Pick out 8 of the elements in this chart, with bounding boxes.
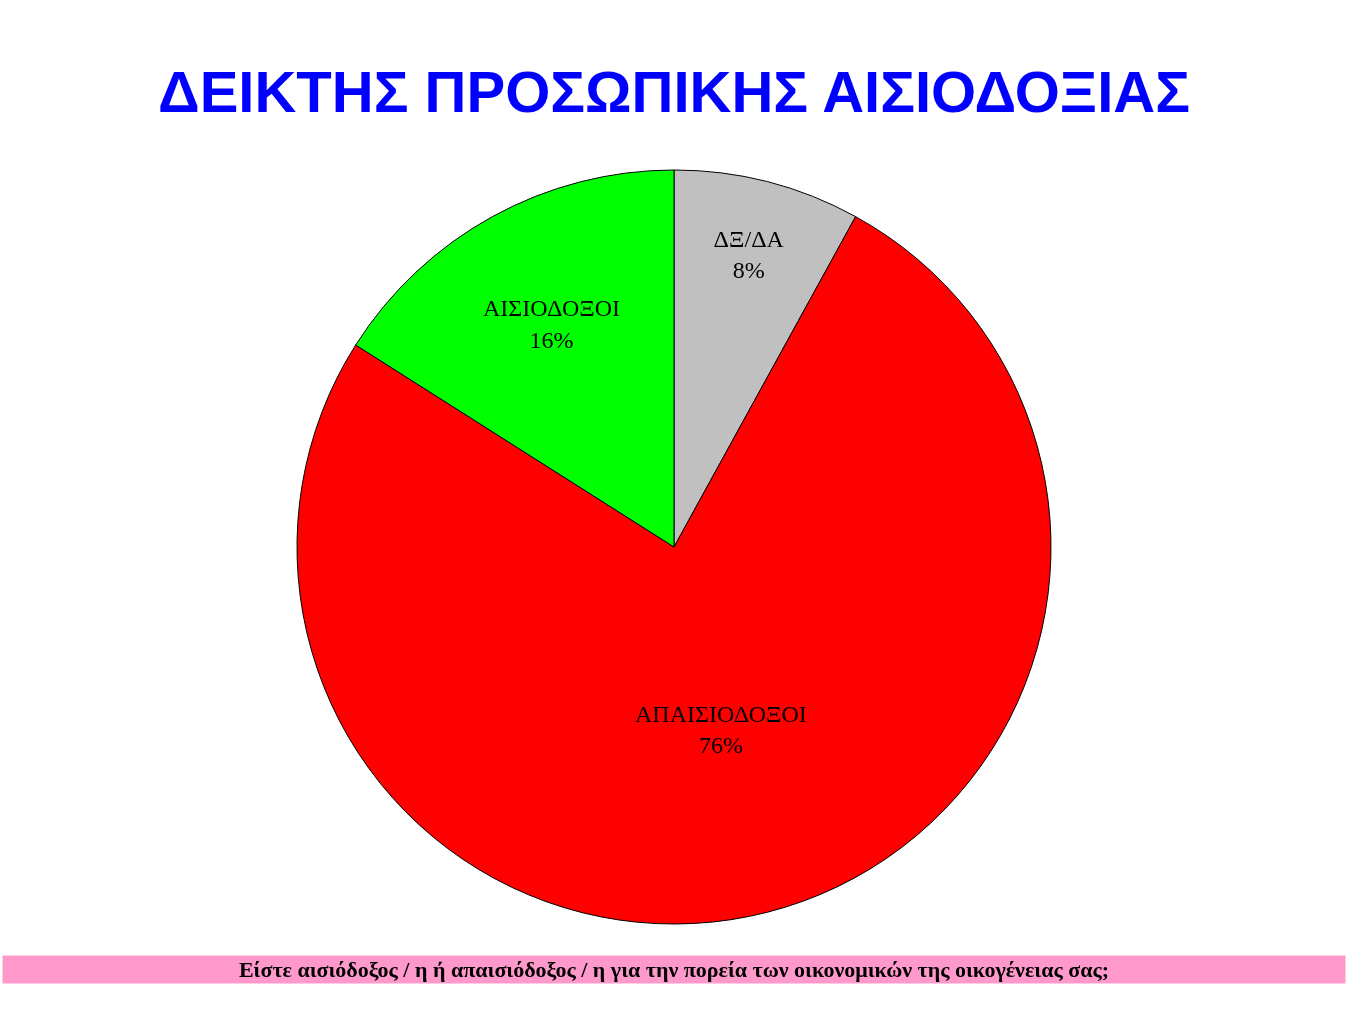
data-label: 8% (732, 257, 765, 284)
chart-title: ΔΕΙΚΤΗΣ ΠΡΟΣΩΠΙΚΗΣ ΑΙΣΙΟΔΟΞΙΑΣ (158, 58, 1190, 124)
data-label: 16% (529, 326, 574, 353)
data-label: 76% (698, 732, 743, 759)
text: Είστε αισιόδοξος / η ή απαισιόδοξος / η για την πορεία των οικονομικών της οικογένειας σας; (238, 957, 1110, 982)
slice-label: ΔΞ/ΔΑ (713, 225, 785, 252)
slice-label: ΑΠΑΙΣΙΟΔΟΞΟΙ (634, 700, 807, 727)
slice-label: ΑΙΣΙΟΔΟΞΟΙ (482, 295, 620, 322)
